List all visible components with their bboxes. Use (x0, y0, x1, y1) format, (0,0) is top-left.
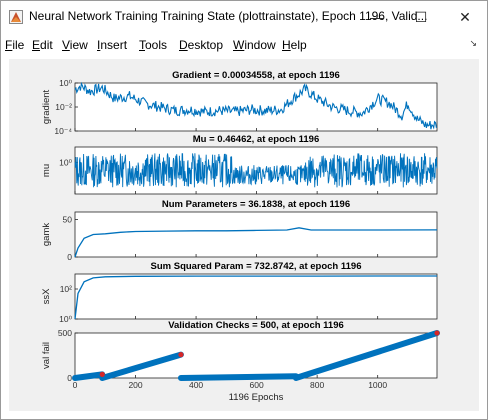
dock-arrow-icon[interactable]: ↘ (469, 38, 477, 48)
y-tick-label-0-1: 10⁻² (55, 102, 72, 112)
menu-tools[interactable]: Tools (139, 38, 168, 52)
panel-title-0: Gradient = 0.00034558, at epoch 1196 (172, 70, 340, 81)
axes-box-3 (74, 273, 438, 320)
val-fail-segment-0 (72, 371, 106, 381)
menu-desktop[interactable]: Desktop (179, 38, 224, 52)
x-tick-label-3: 600 (250, 380, 264, 390)
x-axis-label: 1196 Epochs (229, 392, 284, 403)
axes-box-0 (74, 82, 438, 132)
window-title: Neural Network Training Training State (… (29, 9, 428, 23)
val-fail-marker-2 (434, 330, 440, 336)
y-axis-label-0: gradient (41, 89, 52, 124)
panel-title-4: Validation Checks = 500, at epoch 1196 (168, 320, 344, 331)
y-tick-label-2-1: 0 (67, 252, 72, 262)
figure-canvas: Gradient = 0.00034558, at epoch 1196 grad… (9, 59, 479, 411)
x-tick-label-0: 0 (73, 380, 78, 390)
val-fail-segment-1 (99, 351, 184, 381)
panel-title-3: Sum Squared Param = 732.8742, at epoch 1… (151, 261, 362, 272)
val-fail-segment-3 (292, 330, 440, 381)
y-tick-label-4-0: 500 (58, 328, 72, 338)
title-bar[interactable]: Neural Network Training Training State (… (1, 1, 487, 33)
val-fail-segment-2 (177, 373, 299, 381)
y-tick-label-1-0: 10⁰ (59, 158, 72, 168)
y-axis-label-3: ssX (41, 288, 52, 305)
menu-bar: File Edit View Insert Tools Desktop Wind… (1, 34, 487, 56)
menu-view[interactable]: View (62, 38, 88, 52)
y-axis-label-1: mu (41, 164, 52, 177)
x-tick-label-5: 1000 (368, 380, 387, 390)
y-axis-label-2: gamk (41, 223, 52, 246)
y-tick-label-4-1: 0 (67, 373, 72, 383)
y-tick-label-2-0: 50 (63, 215, 73, 225)
y-tick-label-3-0: 10² (60, 284, 72, 294)
x-tick-label-4: 800 (310, 380, 324, 390)
num-parameters-series-line (74, 227, 438, 258)
panel-title-1: Mu = 0.46462, at epoch 1196 (193, 134, 319, 145)
gradient-series-line (74, 81, 437, 130)
maximize-button[interactable]: ☐ (414, 8, 428, 25)
matlab-figure-icon (9, 10, 23, 24)
menu-file[interactable]: File (5, 38, 25, 52)
val-fail-marker-1 (178, 352, 184, 358)
y-tick-label-3-1: 10⁰ (59, 314, 72, 324)
sum-squared-param-series-line (74, 275, 437, 320)
axes-box-2 (74, 211, 438, 258)
panel-title-2: Num Parameters = 36.1838, at epoch 1196 (162, 199, 350, 210)
y-tick-label-0-2: 10⁻⁴ (54, 126, 72, 136)
menu-window[interactable]: Window (233, 38, 276, 52)
menu-insert[interactable]: Insert (97, 38, 128, 52)
training-state-plots: Gradient = 0.00034558, at epoch 1196 grad… (41, 70, 440, 403)
menu-edit[interactable]: Edit (32, 38, 53, 52)
menu-help[interactable]: Help (282, 38, 307, 52)
x-tick-label-2: 400 (189, 380, 203, 390)
minimize-button[interactable]: — (370, 9, 384, 25)
y-tick-label-0-0: 10⁰ (59, 78, 72, 88)
x-tick-label-1: 200 (128, 380, 142, 390)
mu-series-line (74, 153, 438, 188)
y-axis-label-4: val fail (41, 342, 52, 369)
close-button[interactable]: ✕ (459, 8, 471, 25)
val-fail-marker-0 (99, 371, 105, 377)
